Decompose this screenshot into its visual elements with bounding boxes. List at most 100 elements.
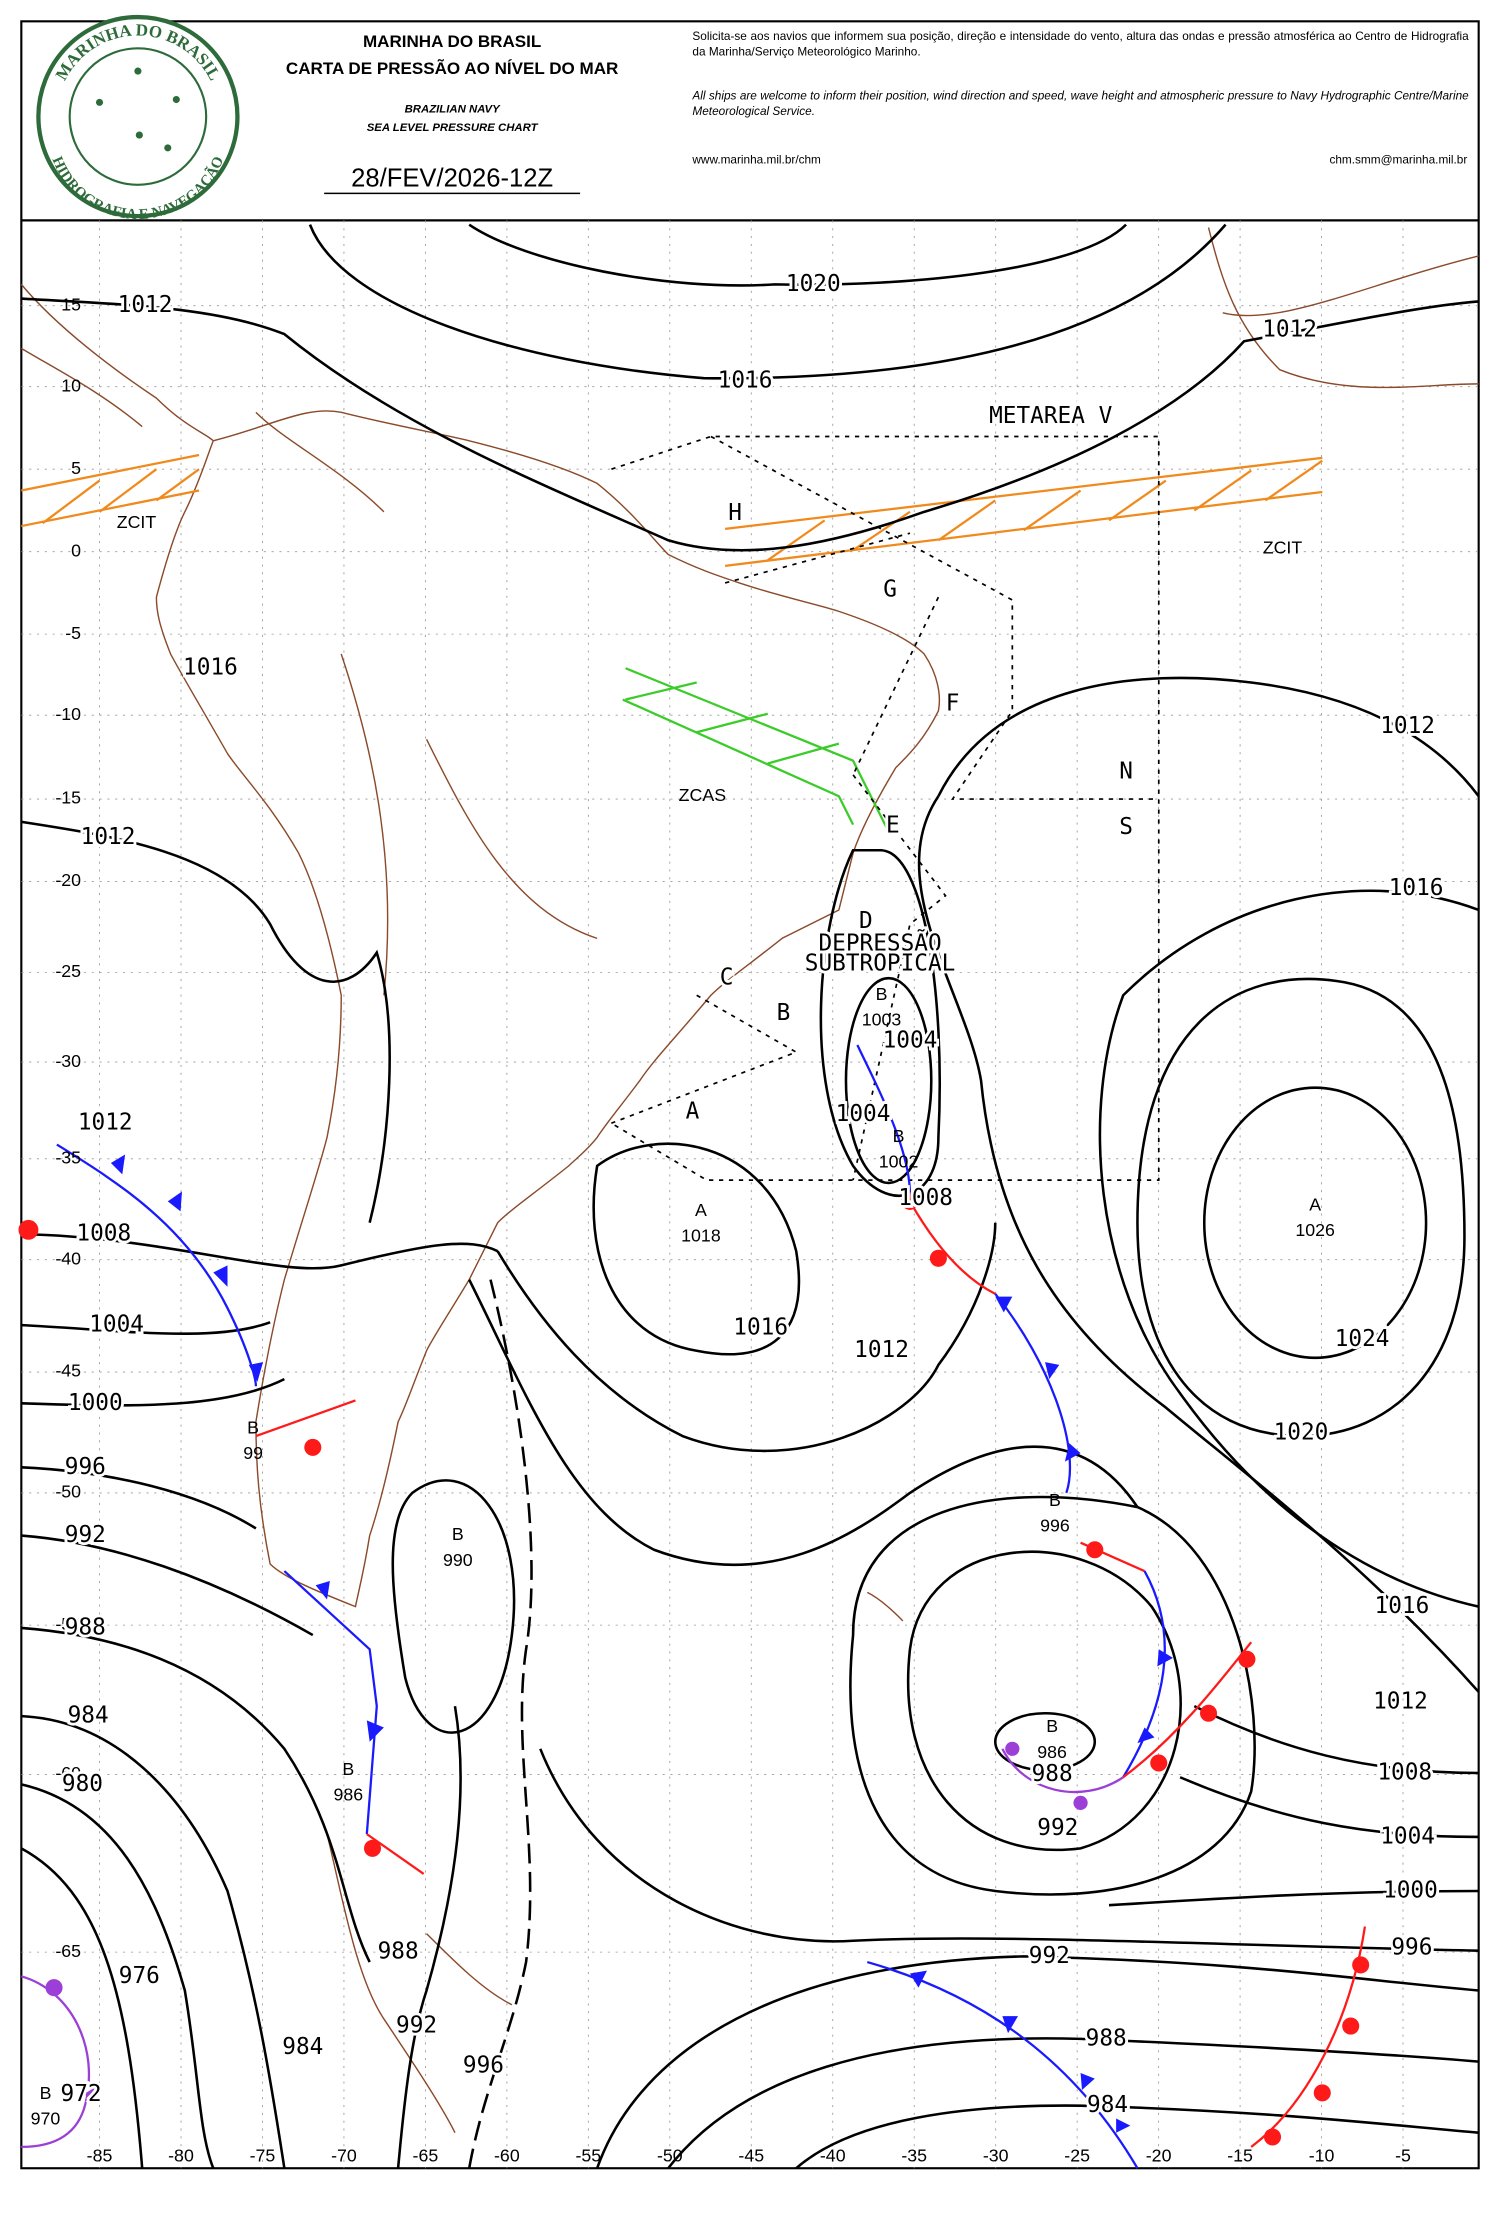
lon-tick-label: -45 — [738, 2146, 764, 2166]
isobar-label: 1004 — [836, 1101, 891, 1127]
isobar-label: 976 — [119, 1963, 160, 1989]
isobar-label: 1012 — [1380, 713, 1435, 739]
lat-tick-label: -5 — [65, 623, 81, 643]
isobar-label: 988 — [1032, 1761, 1073, 1787]
zcas-band — [622, 667, 890, 833]
depression-label: SUBTROPICAL — [805, 950, 956, 976]
lon-tick-label: -40 — [820, 2146, 846, 2166]
system-pressure: 996 — [1040, 1516, 1070, 1536]
lon-tick-label: -10 — [1309, 2146, 1335, 2166]
isobar-label: 1008 — [898, 1185, 953, 1211]
lat-tick-label: -50 — [55, 1482, 81, 1502]
title-pt: CARTA DE PRESSÃO AO NÍVEL DO MAR — [286, 58, 618, 78]
note-pt-box: Solicita-se aos navios que informem sua … — [692, 28, 1469, 59]
system-letter: A — [1309, 1194, 1321, 1214]
zone-label: ZCAS — [679, 785, 727, 805]
area-label: A — [686, 1098, 700, 1124]
isobar-label: 1016 — [183, 655, 238, 681]
lon-tick-label: -80 — [168, 2146, 194, 2166]
email: chm.smm@marinha.mil.br — [1329, 153, 1467, 167]
lon-tick-label: -15 — [1227, 2146, 1253, 2166]
zone-label: ZCIT — [117, 512, 157, 532]
isobar-label: 992 — [396, 2013, 437, 2039]
isobar-label: 1012 — [1262, 316, 1317, 342]
isobar-label: 1012 — [118, 292, 173, 318]
system-letter: B — [893, 1126, 905, 1146]
system-letter: B — [876, 984, 888, 1004]
title-en: SEA LEVEL PRESSURE CHART — [367, 122, 539, 134]
isobar-label: 992 — [1037, 1815, 1078, 1841]
system-letter: A — [695, 1200, 707, 1220]
lon-tick-label: -5 — [1395, 2146, 1411, 2166]
system-pressure: 99 — [243, 1443, 263, 1463]
isobar-label: 996 — [463, 2052, 504, 2078]
labels: 15 10 5 0 -5 -10 -15 -20 -25 -30 -35 -40 -45 -50 -55 -6… — [31, 268, 1447, 2166]
lon-tick-label: -50 — [657, 2146, 683, 2166]
isobar-label: 1012 — [81, 824, 136, 850]
lon-tick-label: -70 — [331, 2146, 357, 2166]
logo: MARINHA DO BRASIL HIDROGRAFIA E NAVEGAÇÃ… — [36, 14, 240, 223]
chart-date: 28/FEV/2026-12Z — [351, 164, 553, 192]
lat-tick-label: 0 — [71, 540, 81, 560]
lat-tick-label: -15 — [55, 788, 81, 808]
lat-tick-label: 5 — [71, 458, 81, 478]
area-label: E — [886, 813, 900, 839]
lon-tick-label: -30 — [983, 2146, 1009, 2166]
isobar-label: 1020 — [786, 271, 841, 297]
lat-tick-label: -65 — [55, 1941, 81, 1961]
lat-tick-label: -25 — [55, 961, 81, 981]
system-pressure: 1002 — [879, 1152, 919, 1172]
lat-tick-label: -55 — [55, 1614, 81, 1634]
isobar-label: 988 — [378, 1939, 419, 1965]
metarea-label: METAREA V — [989, 403, 1112, 429]
area-label: N — [1119, 759, 1133, 785]
map: 15 10 5 0 -5 -10 -15 -20 -25 -30 -35 -40 -45 -50 -55 -6… — [18, 220, 1480, 2170]
system-pressure: 990 — [443, 1550, 473, 1570]
lat-tick-label: -45 — [55, 1361, 81, 1381]
lon-tick-label: -60 — [494, 2146, 520, 2166]
isobar-label: 980 — [62, 1771, 103, 1797]
isobar-label: 1004 — [89, 1312, 144, 1338]
system-pressure: 970 — [31, 2109, 61, 2129]
zcit-band — [21, 453, 1323, 568]
isobar-label: 1008 — [76, 1221, 131, 1247]
system-letter: B — [452, 1524, 464, 1544]
system-pressure: 1026 — [1295, 1220, 1335, 1240]
lon-tick-label: -35 — [901, 2146, 927, 2166]
isobars — [20, 223, 1480, 2170]
system-pressure: 986 — [1037, 1742, 1067, 1762]
zone-label: ZCIT — [1263, 538, 1303, 558]
lat-tick-label: -35 — [55, 1147, 81, 1167]
isobar-label: 996 — [1391, 1934, 1432, 1960]
note-pt: Solicita-se aos navios que informem sua … — [692, 28, 1469, 59]
isobar-label: 1016 — [718, 368, 773, 394]
lat-tick-label: -10 — [55, 704, 81, 724]
frame — [20, 20, 1480, 2170]
lon-tick-label: -85 — [87, 2146, 113, 2166]
isobar-label: 988 — [1086, 2025, 1127, 2051]
area-label: D — [859, 908, 873, 934]
isobar-label: 1012 — [78, 1110, 133, 1136]
lat-tick-label: -30 — [55, 1051, 81, 1071]
area-label: F — [946, 690, 960, 716]
title-en: BRAZILIAN NAVY — [405, 103, 502, 115]
isobar-label: 1000 — [68, 1390, 123, 1416]
system-letter: B — [247, 1418, 259, 1438]
depression-label: DEPRESSÃO — [819, 929, 942, 957]
isobar-label: 1016 — [1375, 1593, 1430, 1619]
title-pt: MARINHA DO BRASIL — [363, 32, 541, 51]
system-letter: B — [1049, 1490, 1061, 1510]
isobar-label: 984 — [1087, 2092, 1128, 2118]
lat-tick-label: -20 — [55, 870, 81, 890]
system-letter: B — [40, 2083, 52, 2103]
isobar-label: 988 — [65, 1614, 106, 1640]
lat-tick-label: 15 — [61, 294, 81, 314]
area-label: B — [777, 1000, 791, 1026]
area-label: C — [720, 965, 734, 991]
lon-tick-label: -75 — [250, 2146, 276, 2166]
system-pressure: 986 — [334, 1784, 364, 1804]
isobar-label: 984 — [282, 2034, 323, 2060]
isobar-label: 992 — [1029, 1943, 1070, 1969]
